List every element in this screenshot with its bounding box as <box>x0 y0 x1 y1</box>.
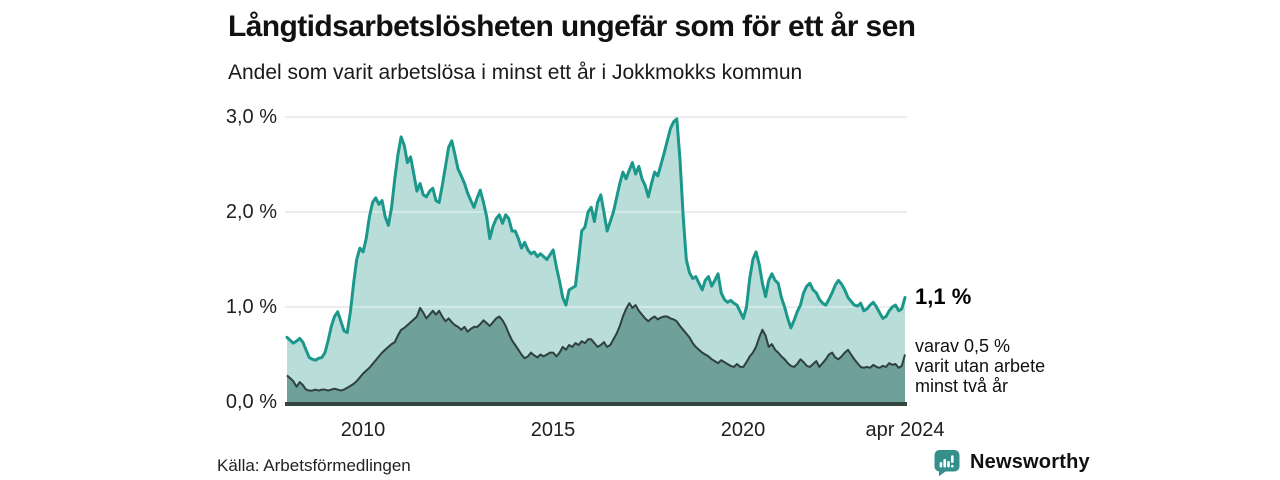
x-axis-label-apr-2024: apr 2024 <box>865 419 945 441</box>
y-axis-label-0: 0,0 % <box>225 391 277 413</box>
source-note: Källa: Arbetsförmedlingen <box>217 456 411 475</box>
breakdown-line-3: minst två år <box>915 376 1009 396</box>
y-axis-label-2: 2,0 % <box>225 201 277 223</box>
newsworthy-wordmark: Newsworthy <box>970 450 1090 473</box>
y-axis-label-3: 3,0 % <box>225 106 277 128</box>
x-axis-label-2010: 2010 <box>340 419 386 441</box>
page-title: Långtidsarbetslösheten ungefär som för e… <box>228 10 916 43</box>
latest-breakdown-label: varav 0,5 % varit utan arbete minst två … <box>915 336 1045 396</box>
latest-value-label: 1,1 % <box>915 284 972 309</box>
newsworthy-logo: Newsworthy <box>932 447 1090 477</box>
y-axis-label-1: 1,0 % <box>225 296 277 318</box>
breakdown-line-2: varit utan arbete <box>915 356 1046 376</box>
breakdown-line-1: varav 0,5 % <box>915 336 1011 356</box>
newsworthy-chart-bubble-icon <box>932 447 962 477</box>
x-axis-label-2015: 2015 <box>530 419 576 441</box>
x-axis-label-2020: 2020 <box>720 419 766 441</box>
page-subtitle: Andel som varit arbetslösa i minst ett å… <box>228 61 803 84</box>
